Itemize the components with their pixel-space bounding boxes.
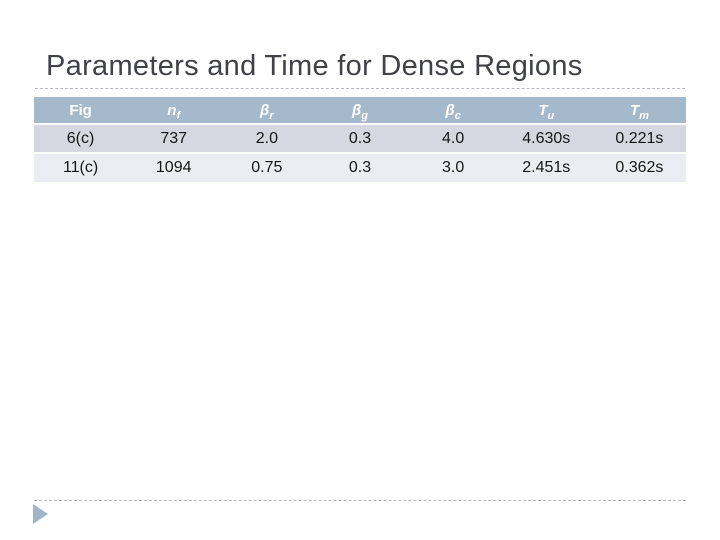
title-divider (35, 88, 685, 89)
table-cell: 0.75 (220, 152, 314, 182)
table-cell: 0.3 (313, 123, 407, 153)
header-base: β (260, 101, 270, 119)
table-cell: 2.0 (220, 123, 314, 153)
table-cell: 4.0 (406, 123, 500, 153)
table-cell: 737 (127, 123, 221, 153)
footer-divider (34, 500, 686, 501)
column-header-beta-c: βc (406, 97, 500, 124)
right-triangle-icon (33, 504, 48, 524)
table-body: 6(c) 737 2.0 0.3 4.0 4.630s 0.221s 11(c)… (34, 123, 686, 182)
header-sub: g (361, 109, 369, 122)
header-base: β (445, 101, 455, 119)
column-header-beta-g: βg (313, 97, 407, 124)
column-header-tu: Tu (499, 97, 593, 124)
column-header-beta-r: βr (220, 97, 314, 124)
table-row: 11(c) 1094 0.75 0.3 3.0 2.451s 0.362s (34, 152, 686, 182)
header-base: n (167, 101, 177, 119)
header-sub: m (639, 109, 649, 122)
table-cell: 4.630s (499, 123, 593, 153)
header-sub: u (547, 109, 555, 122)
table-header: Fig nf βr βg βc Tu Tm (34, 97, 686, 124)
slide-title: Parameters and Time for Dense Regions (46, 50, 583, 82)
table-cell: 0.221s (592, 123, 686, 153)
header-base: T (629, 101, 640, 119)
table-cell: 1094 (127, 152, 221, 182)
parameters-table: Fig nf βr βg βc Tu Tm 6(c) 737 2.0 0.3 4… (34, 97, 686, 182)
header-base: T (538, 101, 548, 119)
table-cell: 6(c) (34, 123, 128, 153)
table-header-row: Fig nf βr βg βc Tu Tm (34, 97, 686, 124)
column-header-nf: nf (127, 97, 221, 124)
table-cell: 3.0 (406, 152, 500, 182)
table-cell: 0.3 (313, 152, 407, 182)
header-sub: c (454, 109, 461, 122)
column-header-fig: Fig (34, 97, 128, 124)
table-row: 6(c) 737 2.0 0.3 4.0 4.630s 0.221s (34, 123, 686, 153)
header-base: Fig (69, 101, 92, 119)
column-header-tm: Tm (592, 97, 686, 124)
table-cell: 0.362s (592, 152, 686, 182)
header-sub: r (269, 109, 274, 122)
header-sub: f (176, 109, 181, 122)
table-cell: 2.451s (499, 152, 593, 182)
table-cell: 11(c) (34, 152, 128, 182)
header-base: β (351, 101, 362, 119)
